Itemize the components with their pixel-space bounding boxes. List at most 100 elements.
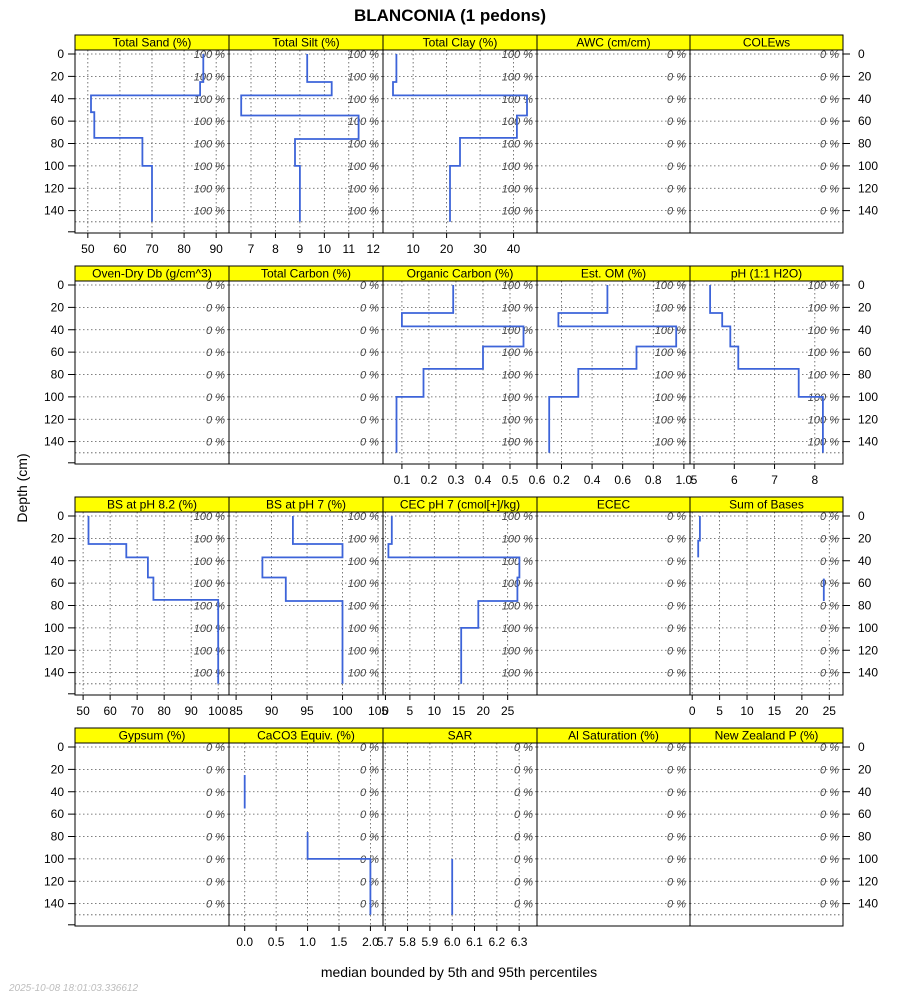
percent-label: 0 %: [360, 325, 379, 337]
percent-label: 0 %: [820, 623, 839, 635]
percent-label: 0 %: [820, 511, 839, 523]
profile-line: [387, 516, 521, 684]
percent-label: 0 %: [667, 809, 686, 821]
panel: Sum of Bases 0 % 0 % 0 % 0 % 0 % 0 % 0 % 0 % 0 5 10…: [689, 496, 844, 718]
percent-label: 100 %: [502, 392, 533, 404]
y-axis-title: Depth (cm): [14, 453, 30, 522]
panel-frame: [689, 280, 844, 465]
depth-tick-label: 40: [858, 785, 872, 799]
percent-label: 0 %: [206, 325, 225, 337]
panel-strip-label: BS at pH 8.2 (%): [107, 498, 197, 512]
percent-label: 100 %: [502, 325, 533, 337]
percent-label: 0 %: [360, 787, 379, 799]
depth-tick-label: 60: [858, 114, 872, 128]
percent-label: 100 %: [348, 623, 379, 635]
depth-tick-label: 60: [858, 807, 872, 821]
percent-label: 100 %: [502, 347, 533, 359]
x-tick-label: 0: [689, 704, 696, 718]
depth-tick-label: 120: [858, 643, 878, 657]
depth-tick-label: 60: [858, 576, 872, 590]
percent-label: 0 %: [667, 832, 686, 844]
profile-line: [392, 54, 528, 222]
percent-label: 0 %: [206, 302, 225, 314]
percent-label: 100 %: [348, 139, 379, 151]
percent-label: 0 %: [820, 787, 839, 799]
percent-label: 100 %: [502, 533, 533, 545]
percent-label: 0 %: [820, 556, 839, 568]
depth-tick-label: 20: [858, 762, 872, 776]
x-tick-label: 20: [795, 704, 809, 718]
percent-label: 0 %: [820, 161, 839, 173]
percent-label: 0 %: [667, 623, 686, 635]
panel: New Zealand P (%)0 %0 %0 %0 %0 %0 %0 %0 …: [689, 727, 844, 927]
percent-label: 100 %: [194, 94, 225, 106]
figure-title: BLANCONIA (1 pedons): [354, 6, 546, 25]
percent-label: 0 %: [206, 787, 225, 799]
percent-label: 100 %: [348, 206, 379, 218]
panel: Total Clay (%) 100 % 100 % 100 % 100 % 100 % 1…: [382, 34, 538, 256]
panel: BS at pH 8.2 (%)100 %100 %100 %100 %100 …: [74, 496, 230, 718]
percent-label: 0 %: [667, 533, 686, 545]
percent-label: 100 %: [194, 601, 225, 613]
percent-label: 0 %: [667, 899, 686, 911]
depth-tick-label: 100: [44, 159, 64, 173]
depth-tick-label: 80: [51, 368, 65, 382]
percent-label: 0 %: [514, 809, 533, 821]
percent-label: 100 %: [502, 139, 533, 151]
percent-label: 100 %: [502, 414, 533, 426]
percent-label: 0 %: [820, 601, 839, 613]
percent-label: 100 %: [348, 71, 379, 83]
x-tick-label: 25: [823, 704, 837, 718]
depth-tick-label: 80: [858, 137, 872, 151]
depth-tick-label: 20: [51, 300, 65, 314]
x-tick-label: 0.3: [448, 473, 465, 487]
percent-label: 0 %: [360, 437, 379, 449]
panels-group: Total Sand (%) 100 % 100 % 100 % 100 % 100 % 1…: [44, 34, 878, 949]
panel-strip-label: Sum of Bases: [729, 498, 804, 512]
panel-strip-label: Total Sand (%): [113, 36, 192, 50]
percent-label: 100 %: [502, 623, 533, 635]
percent-label: 0 %: [667, 511, 686, 523]
percent-label: 100 %: [808, 325, 839, 337]
panel: CaCO3 Equiv. (%)0 %0 %0 %0 %0 %0 %0 %0 %…: [228, 727, 384, 949]
panel: Organic Carbon (%)100 %100 %100 %100 %10…: [382, 265, 546, 487]
depth-tick-label: 140: [858, 435, 878, 449]
percent-label: 0 %: [360, 832, 379, 844]
panel: CEC pH 7 (cmol[+]/kg)100 %100 %100 %100 …: [382, 496, 538, 718]
depth-tick-label: 20: [858, 300, 872, 314]
depth-tick-label: 80: [51, 599, 65, 613]
profile-line: [240, 54, 360, 222]
panel-strip-label: BS at pH 7 (%): [266, 498, 346, 512]
percent-label: 0 %: [360, 742, 379, 754]
percent-label: 100 %: [655, 325, 686, 337]
percent-label: 0 %: [514, 876, 533, 888]
panel-strip-label: Total Clay (%): [423, 36, 498, 50]
depth-tick-label: 0: [57, 47, 64, 61]
percent-label: 0 %: [820, 742, 839, 754]
x-tick-label: 80: [177, 242, 191, 256]
depth-tick-label: 100: [858, 159, 878, 173]
percent-label: 0 %: [514, 854, 533, 866]
panel-strip-label: New Zealand P (%): [715, 729, 819, 743]
depth-axis: 0 0 20 20 40 40 60 60 80 80 100 100 120 120 140 140: [44, 47, 878, 233]
x-tick-label: 70: [145, 242, 159, 256]
panel-strip-label: Organic Carbon (%): [407, 267, 514, 281]
x-tick-label: 30: [473, 242, 487, 256]
percent-label: 100 %: [194, 183, 225, 195]
percent-label: 0 %: [206, 876, 225, 888]
panel: Gypsum (%) 0 % 0 % 0 % 0 % 0 % 0 % 0 % 0 %: [74, 727, 230, 927]
percent-label: 100 %: [194, 578, 225, 590]
percent-label: 100 %: [502, 645, 533, 657]
percent-label: 100 %: [348, 94, 379, 106]
percent-label: 0 %: [206, 899, 225, 911]
depth-tick-label: 0: [858, 509, 865, 523]
percent-label: 100 %: [348, 645, 379, 657]
x-tick-label: 70: [130, 704, 144, 718]
x-tick-label: 8: [811, 473, 818, 487]
depth-tick-label: 100: [858, 621, 878, 635]
x-tick-label: 8: [272, 242, 279, 256]
depth-tick-label: 120: [44, 874, 64, 888]
x-tick-label: 0.2: [553, 473, 570, 487]
depth-tick-label: 0: [57, 740, 64, 754]
percent-label: 0 %: [820, 206, 839, 218]
